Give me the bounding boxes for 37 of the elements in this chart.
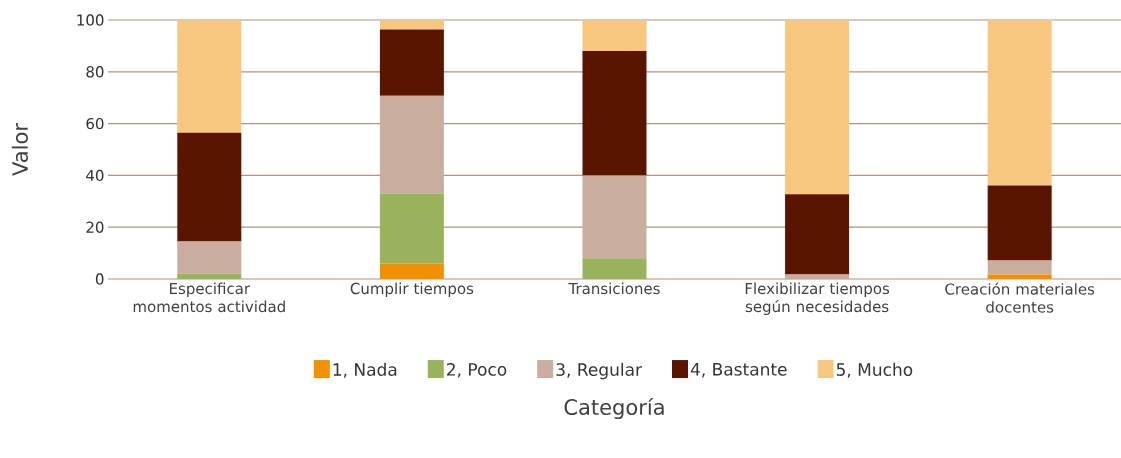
legend-label: 5, Mucho xyxy=(836,362,913,378)
y-tick-label: 80 xyxy=(86,66,104,78)
bar xyxy=(785,20,850,195)
y-tick-label: 60 xyxy=(86,117,104,130)
y-tick-label: 100 xyxy=(77,14,104,26)
bar xyxy=(582,258,647,279)
bar xyxy=(379,193,444,264)
bar xyxy=(987,260,1052,275)
bar xyxy=(177,20,242,133)
x-tick-label: Flexibilizar tiempos según necesidades xyxy=(745,282,890,316)
bar xyxy=(785,274,850,279)
bar xyxy=(582,20,647,52)
bar xyxy=(379,95,444,194)
bar xyxy=(177,273,242,279)
bar xyxy=(379,20,444,30)
bar xyxy=(987,185,1052,261)
bar xyxy=(379,263,444,279)
x-tick-label: Creación materiales docentes xyxy=(945,282,1095,313)
bar xyxy=(582,175,647,259)
bar xyxy=(582,51,647,176)
y-tick-label: 20 xyxy=(86,221,104,233)
legend-label: 3, Regular xyxy=(556,362,643,380)
y-axis-title: Valor xyxy=(11,123,28,176)
legend-label: 1, Nada xyxy=(333,362,397,378)
bar xyxy=(177,241,242,274)
y-tick-label: 0 xyxy=(95,273,104,285)
x-tick-label: Transiciones xyxy=(568,282,660,295)
x-tick-label: Especificar momentos actividad xyxy=(133,282,285,313)
y-tick-label: 40 xyxy=(86,169,104,182)
x-tick-label: Cumplir tiempos xyxy=(350,282,474,298)
legend-label: 2, Poco xyxy=(447,362,507,378)
bar xyxy=(379,29,444,96)
x-axis-title: Categoría xyxy=(564,397,664,420)
legend-label: 4, Bastante xyxy=(690,363,787,378)
bar xyxy=(785,194,850,275)
bar xyxy=(177,132,242,242)
bar xyxy=(987,20,1052,186)
